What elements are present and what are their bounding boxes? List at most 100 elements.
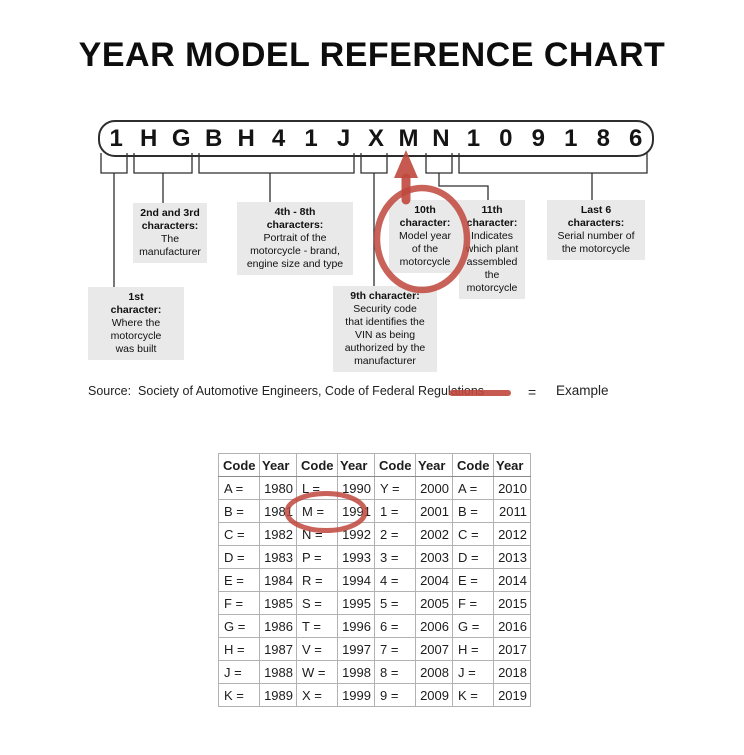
year-cell: 2014 (493, 568, 531, 592)
code-cell: E = (452, 568, 494, 592)
year-cell: 2019 (493, 683, 531, 707)
year-cell: 2001 (415, 499, 453, 523)
callout-heading: 2nd and 3rd characters: (140, 207, 200, 233)
year-cell: 2004 (415, 568, 453, 592)
code-cell: 6 = (374, 614, 416, 638)
callout-heading: Last 6 characters: (567, 204, 625, 230)
callout-heading: 1st character: (110, 291, 162, 317)
year-table-header: Code (296, 453, 338, 477)
callout-body: Model year of the motorcycle (399, 230, 451, 269)
year-cell: 1991 (337, 499, 375, 523)
year-table-row: H = 1987 V = 1997 7 = 2007 H = 2017 (218, 637, 531, 661)
year-cell: 2009 (415, 683, 453, 707)
year-table-header: Code (218, 453, 260, 477)
vin-character: G (171, 124, 191, 152)
source-citation: Source: Society of Automotive Engineers,… (88, 384, 485, 398)
bracket-last-6-characters (458, 153, 648, 200)
code-cell: Y = (374, 476, 416, 500)
year-cell: 1980 (259, 476, 297, 500)
year-cell: 2000 (415, 476, 453, 500)
vin-character: 1 (109, 124, 123, 152)
code-cell: G = (218, 614, 260, 638)
vin-character: 6 (629, 124, 643, 152)
year-table-header: Year (415, 453, 453, 477)
bracket-2nd-3rd-characters (133, 153, 193, 203)
vin-character: 0 (499, 124, 513, 152)
year-cell: 1987 (259, 637, 297, 661)
code-cell: E = (218, 568, 260, 592)
code-cell: P = (296, 545, 338, 569)
year-cell: 1988 (259, 660, 297, 684)
code-cell: D = (218, 545, 260, 569)
year-cell: 1984 (259, 568, 297, 592)
bracket-9th-character (360, 153, 388, 286)
callout-body: Where the motorcycle was built (110, 317, 162, 356)
year-cell: 2015 (493, 591, 531, 615)
vin-character: B (204, 124, 223, 152)
year-cell: 1981 (259, 499, 297, 523)
year-cell: 1990 (337, 476, 375, 500)
callout-body: Portrait of the motorcycle - brand, engi… (246, 232, 344, 271)
year-table-header-row: Code Year Code Year Code Year Code Year (218, 453, 531, 477)
code-cell: B = (218, 499, 260, 523)
code-cell: M = (296, 499, 338, 523)
code-cell: X = (296, 683, 338, 707)
vin-character: 1 (564, 124, 578, 152)
year-cell: 1994 (337, 568, 375, 592)
code-cell: 2 = (374, 522, 416, 546)
year-cell: 1995 (337, 591, 375, 615)
code-cell: N = (296, 522, 338, 546)
year-cell: 1983 (259, 545, 297, 569)
page-title: YEAR MODEL REFERENCE CHART (78, 36, 666, 74)
bracket-4th-8th-characters (198, 153, 355, 202)
callout-last-6-characters: Last 6 characters: Serial number of the … (547, 200, 645, 261)
year-cell: 2008 (415, 660, 453, 684)
year-table-body: A = 1980 L = 1990 Y = 2000 A = 2010 B = 1981 M = 19… (218, 476, 531, 707)
year-table-row: E = 1984 R = 1994 4 = 2004 E = 2014 (218, 568, 531, 592)
year-cell: 1992 (337, 522, 375, 546)
year-table-row: K = 1989 X = 1999 9 = 2009 K = 2019 (218, 683, 531, 707)
vin-character: N (432, 124, 450, 152)
year-table-row: J = 1988 W = 1998 8 = 2008 J = 2018 (218, 660, 531, 684)
year-cell: 2005 (415, 591, 453, 615)
callout-heading: 11th character: (466, 204, 518, 230)
code-cell: V = (296, 637, 338, 661)
vin-character: J (336, 124, 351, 152)
code-cell: J = (452, 660, 494, 684)
year-cell: 2012 (493, 522, 531, 546)
code-cell: 9 = (374, 683, 416, 707)
code-cell: T = (296, 614, 338, 638)
legend-equals-sign: = (528, 384, 537, 400)
code-cell: W = (296, 660, 338, 684)
callout-heading: 10th character: (399, 204, 451, 230)
callout-heading: 9th character: (350, 290, 420, 302)
vin-character: X (367, 124, 384, 152)
year-table-header: Year (493, 453, 531, 477)
callout-10th-character: 10th character: Model year of the motorc… (389, 200, 461, 274)
code-cell: A = (452, 476, 494, 500)
code-cell: 3 = (374, 545, 416, 569)
code-cell: C = (452, 522, 494, 546)
callout-2nd-3rd-characters: 2nd and 3rd characters: The manufacturer (133, 203, 207, 264)
year-cell: 1986 (259, 614, 297, 638)
callout-body: Serial number of the motorcycle (557, 230, 635, 256)
code-cell: A = (218, 476, 260, 500)
code-cell: 4 = (374, 568, 416, 592)
vin-character: 1 (466, 124, 481, 152)
callout-1st-character: 1st character: Where the motorcycle was … (88, 287, 184, 361)
code-cell: R = (296, 568, 338, 592)
code-cell: F = (452, 591, 494, 615)
year-code-table: Code Year Code Year Code Year Code Year A = 1980… (218, 453, 531, 707)
year-cell: 1998 (337, 660, 375, 684)
year-table-header: Year (259, 453, 297, 477)
year-table-header: Code (374, 453, 416, 477)
year-cell: 1982 (259, 522, 297, 546)
legend-example-label: Example (556, 383, 609, 398)
code-cell: F = (218, 591, 260, 615)
year-cell: 2010 (493, 476, 531, 500)
callout-4th-8th-characters: 4th - 8th characters: Portrait of the mo… (237, 202, 353, 276)
code-cell: C = (218, 522, 260, 546)
code-cell: 8 = (374, 660, 416, 684)
code-cell: B = (452, 499, 494, 523)
year-cell: 2017 (493, 637, 531, 661)
